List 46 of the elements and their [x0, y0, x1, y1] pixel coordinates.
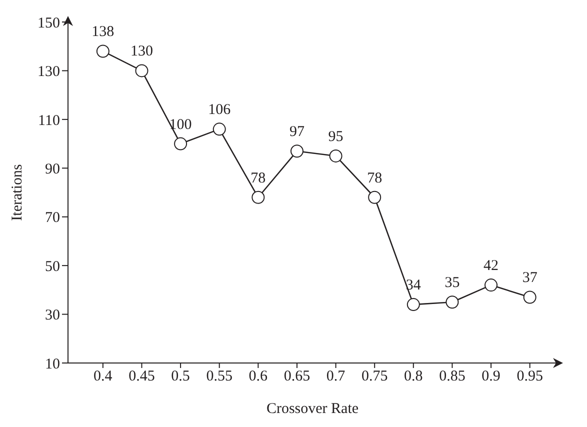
- y-tick-label: 150: [38, 15, 60, 32]
- y-tick-label: 50: [45, 258, 60, 275]
- y-tick-label: 110: [38, 112, 60, 129]
- data-label: 34: [406, 278, 422, 294]
- point: [368, 190, 382, 204]
- data-label: 42: [484, 258, 499, 274]
- y-tick-label: 30: [45, 308, 60, 324]
- data-label: 95: [328, 128, 344, 145]
- x-tick-label: 0.5: [171, 368, 190, 385]
- x-tick-label: 0.45: [128, 368, 155, 385]
- data-label: 37: [522, 270, 538, 286]
- point: [329, 149, 342, 162]
- data-label: 35: [444, 275, 460, 292]
- y-axis-title: Iterations: [9, 164, 26, 221]
- data-label: 100: [169, 116, 192, 133]
- point: [96, 44, 110, 58]
- point: [523, 290, 536, 304]
- x-tick-label: 0.75: [361, 368, 388, 385]
- x-tick-label: 0.55: [206, 368, 232, 385]
- y-tick-label: 130: [38, 64, 60, 80]
- x-tick-label: 0.65: [284, 368, 310, 385]
- x-tick-label: 0.95: [516, 368, 543, 385]
- y-tick-label: 10: [45, 356, 60, 372]
- x-tick-label: 0.7: [326, 368, 346, 385]
- data-label: 78: [250, 170, 266, 186]
- y-tick-label: 90: [45, 161, 60, 178]
- x-tick-label: 0.9: [482, 368, 500, 385]
- x-tick-label: 0.6: [248, 368, 268, 385]
- point: [484, 278, 498, 292]
- point: [446, 296, 459, 309]
- x-axis-title: Crossover Rate: [266, 401, 359, 417]
- data-label: 97: [289, 124, 305, 140]
- point: [406, 298, 420, 312]
- point: [290, 144, 304, 158]
- data-label: 78: [367, 170, 382, 186]
- x-tick-label: 0.4: [94, 368, 113, 385]
- data-label: 138: [92, 24, 114, 40]
- y-tick-label: 70: [45, 210, 60, 226]
- x-tick-label: 0.8: [404, 368, 423, 385]
- point: [212, 122, 226, 136]
- point: [174, 137, 188, 150]
- data-label: 106: [208, 102, 232, 118]
- x-tick-label: 0.85: [439, 368, 466, 385]
- point: [135, 64, 148, 78]
- point: [252, 190, 265, 204]
- data-label: 130: [130, 44, 153, 60]
